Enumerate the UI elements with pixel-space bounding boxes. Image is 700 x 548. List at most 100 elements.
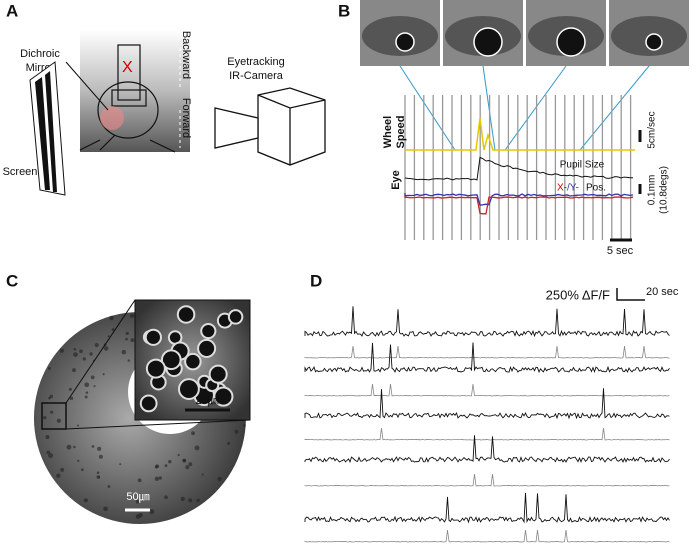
cell	[80, 468, 84, 472]
cell	[73, 347, 77, 351]
cell	[48, 453, 54, 459]
camera	[214, 87, 326, 166]
cell	[188, 462, 193, 467]
cell	[46, 450, 51, 455]
speed-trace	[405, 117, 635, 151]
cell	[103, 506, 108, 512]
screen-label: Screen	[3, 166, 38, 178]
cell	[227, 441, 231, 445]
cell	[50, 410, 54, 414]
cell	[188, 498, 193, 503]
cell	[144, 328, 162, 346]
cell	[121, 349, 127, 355]
row-label: Wheel	[382, 116, 394, 148]
cell	[48, 367, 51, 370]
cell	[217, 476, 222, 482]
cell	[93, 385, 96, 388]
panel-label: A	[6, 1, 18, 20]
pupil-trace	[404, 156, 634, 181]
cell	[66, 444, 72, 450]
cell	[76, 424, 80, 427]
connector	[579, 65, 650, 151]
cell	[125, 337, 128, 341]
cell	[69, 396, 74, 401]
spike-trace	[304, 383, 670, 397]
mouse-view	[80, 30, 190, 152]
svg-text:X: X	[122, 59, 133, 76]
panel-label: D	[310, 271, 322, 290]
cell	[90, 375, 95, 380]
trace-label: /Y-	[567, 183, 579, 194]
scale-label: 250% ΔF/F	[546, 287, 610, 302]
cell	[227, 309, 244, 325]
panel-label: B	[338, 1, 350, 20]
cell	[79, 349, 83, 353]
pupil	[473, 27, 503, 57]
cell	[243, 424, 246, 427]
connector	[504, 65, 567, 151]
cell	[178, 378, 200, 401]
cell	[168, 460, 172, 464]
panel-label: C	[6, 271, 18, 290]
calcium-trace	[304, 388, 670, 420]
scale-label: 20 sec	[646, 286, 679, 298]
cell	[103, 346, 109, 351]
cell	[197, 338, 217, 358]
scale-label: 5 sec	[607, 245, 634, 257]
cell	[68, 387, 72, 391]
cell	[194, 445, 200, 451]
trace-label: X-	[557, 183, 567, 194]
cell	[154, 476, 160, 482]
cell	[208, 364, 228, 384]
calcium-trace	[304, 492, 670, 524]
scale-label: 20㎛	[195, 395, 218, 407]
cell	[94, 342, 99, 348]
x-trace	[404, 196, 634, 215]
cell	[180, 496, 185, 502]
cell	[200, 322, 217, 340]
cell	[130, 338, 135, 342]
cell	[72, 368, 76, 373]
mirror-label: Dichroic	[20, 48, 60, 60]
cell	[125, 331, 129, 336]
cell	[56, 418, 61, 423]
cell	[139, 394, 158, 413]
calcium-trace	[304, 435, 670, 464]
connector	[399, 65, 456, 151]
cell	[73, 352, 78, 357]
row-label: Eye	[390, 170, 402, 190]
cell	[97, 475, 100, 479]
cell	[89, 352, 93, 356]
cell	[164, 464, 168, 468]
cell	[185, 465, 190, 470]
cell	[137, 478, 142, 483]
pupil	[645, 33, 663, 51]
cell	[196, 498, 200, 503]
cell	[96, 471, 100, 475]
cell	[97, 446, 102, 451]
cell	[43, 416, 47, 420]
cell	[184, 352, 202, 371]
cell	[213, 386, 234, 407]
cell	[56, 473, 61, 478]
cell	[82, 357, 86, 361]
cell	[91, 445, 95, 448]
cell	[107, 335, 110, 338]
cell	[201, 473, 204, 476]
cell	[234, 429, 239, 434]
cell	[191, 431, 195, 436]
trace-label: Pos.	[586, 183, 606, 194]
cell	[109, 315, 114, 321]
cell	[84, 395, 88, 399]
cell	[182, 458, 186, 462]
camera-label: IR-Camera	[229, 70, 284, 82]
cell	[111, 328, 115, 332]
cell	[45, 434, 50, 440]
scale-label: (10.8degs)	[659, 166, 670, 214]
cell	[176, 305, 196, 324]
scale-label: 0.1mm	[647, 175, 658, 206]
cell	[177, 454, 180, 457]
spike-trace	[304, 345, 670, 359]
direction-label: Backward	[180, 31, 192, 79]
